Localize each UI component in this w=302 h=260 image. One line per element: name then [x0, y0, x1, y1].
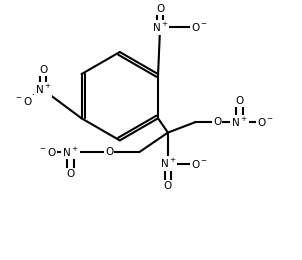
Text: O$^-$: O$^-$ — [191, 158, 207, 170]
Text: N$^+$: N$^+$ — [159, 157, 176, 170]
Text: O: O — [156, 4, 164, 14]
Text: N$^+$: N$^+$ — [35, 83, 51, 96]
Text: O: O — [235, 96, 243, 106]
Text: O: O — [164, 181, 172, 191]
Text: N$^+$: N$^+$ — [152, 21, 169, 34]
Text: O: O — [213, 117, 221, 127]
Text: $^-$O: $^-$O — [37, 146, 56, 158]
Text: O$^-$: O$^-$ — [257, 116, 274, 128]
Text: N$^+$: N$^+$ — [231, 116, 248, 129]
Text: $^-$O: $^-$O — [14, 95, 33, 107]
Text: N$^+$: N$^+$ — [62, 146, 79, 159]
Text: O: O — [66, 169, 75, 179]
Text: O: O — [39, 65, 47, 75]
Text: O$^-$: O$^-$ — [191, 21, 207, 33]
Text: O: O — [105, 147, 114, 157]
